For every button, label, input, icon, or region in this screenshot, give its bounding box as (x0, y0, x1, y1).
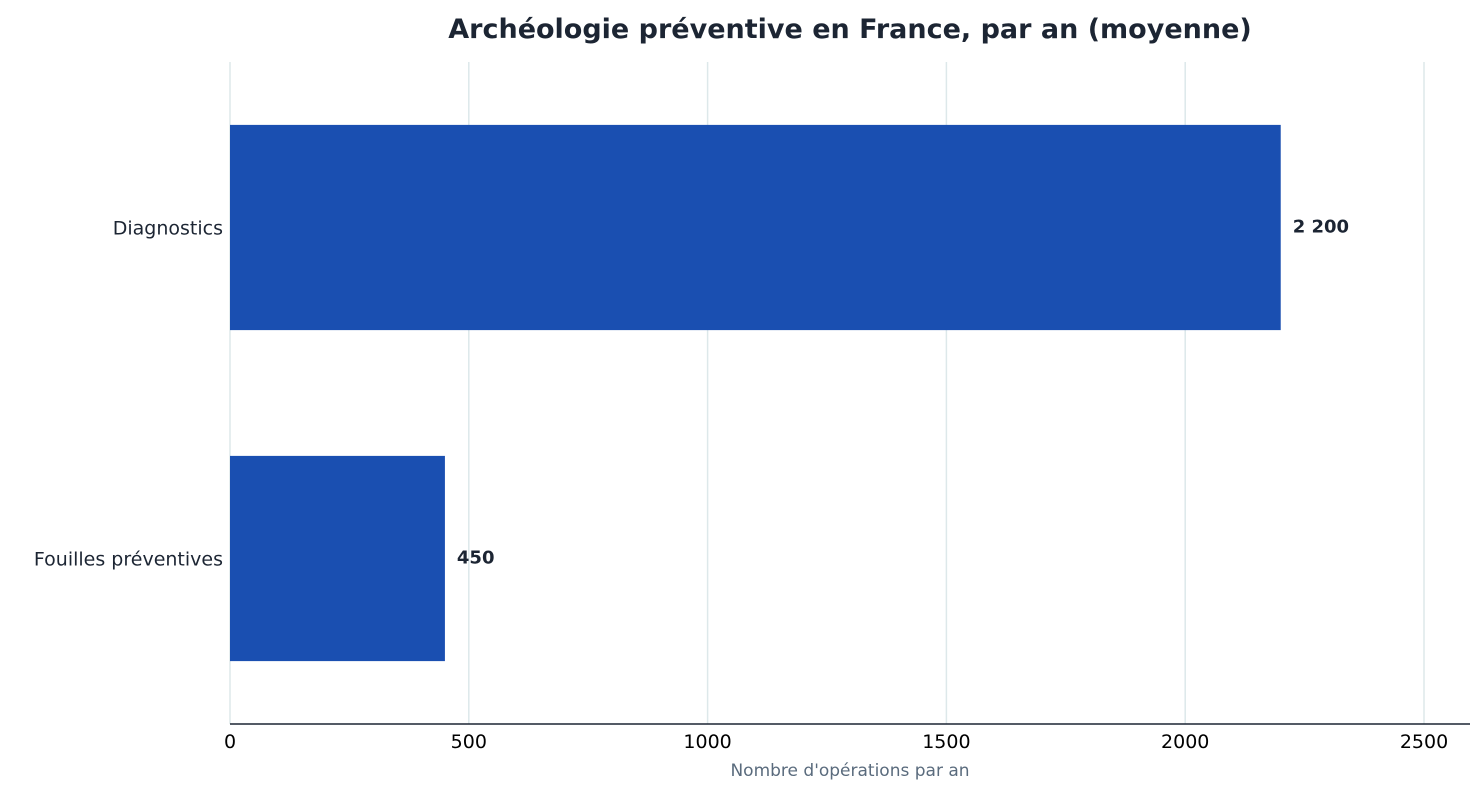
bar (230, 124, 1281, 331)
category-label: Fouilles préventives (34, 549, 223, 571)
labels: Diagnostics 2 200 Fouilles préventives 450 (34, 217, 1349, 571)
x-tick-label: 500 (451, 731, 487, 753)
x-tick-label: 2500 (1400, 731, 1448, 753)
x-tick-label: 0 (224, 731, 236, 753)
chart-title: Archéologie préventive en France, par an… (448, 14, 1251, 45)
x-tick-label: 1000 (683, 731, 731, 753)
x-ticks: 0 500 1000 1500 2000 2500 (224, 731, 1448, 753)
category-label: Diagnostics (113, 218, 223, 240)
bars (230, 124, 1281, 662)
x-tick-label: 1500 (922, 731, 970, 753)
bar (230, 455, 445, 662)
value-label: 450 (457, 548, 495, 569)
x-tick-label: 2000 (1161, 731, 1209, 753)
x-axis-title: Nombre d'opérations par an (730, 761, 969, 781)
value-label: 2 200 (1293, 217, 1349, 238)
